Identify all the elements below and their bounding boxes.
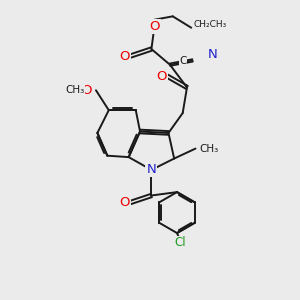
Text: O: O: [149, 20, 160, 33]
Text: CH₃: CH₃: [199, 144, 218, 154]
Text: O: O: [157, 70, 167, 83]
Text: C: C: [179, 56, 186, 66]
Text: O: O: [120, 50, 130, 63]
Text: CH₂CH₃: CH₂CH₃: [194, 20, 227, 29]
Text: N: N: [146, 164, 156, 176]
Text: CH₃: CH₃: [65, 85, 85, 95]
Text: O: O: [81, 84, 91, 97]
Text: N: N: [208, 48, 218, 61]
Text: O: O: [120, 196, 130, 209]
Text: Cl: Cl: [174, 236, 186, 250]
